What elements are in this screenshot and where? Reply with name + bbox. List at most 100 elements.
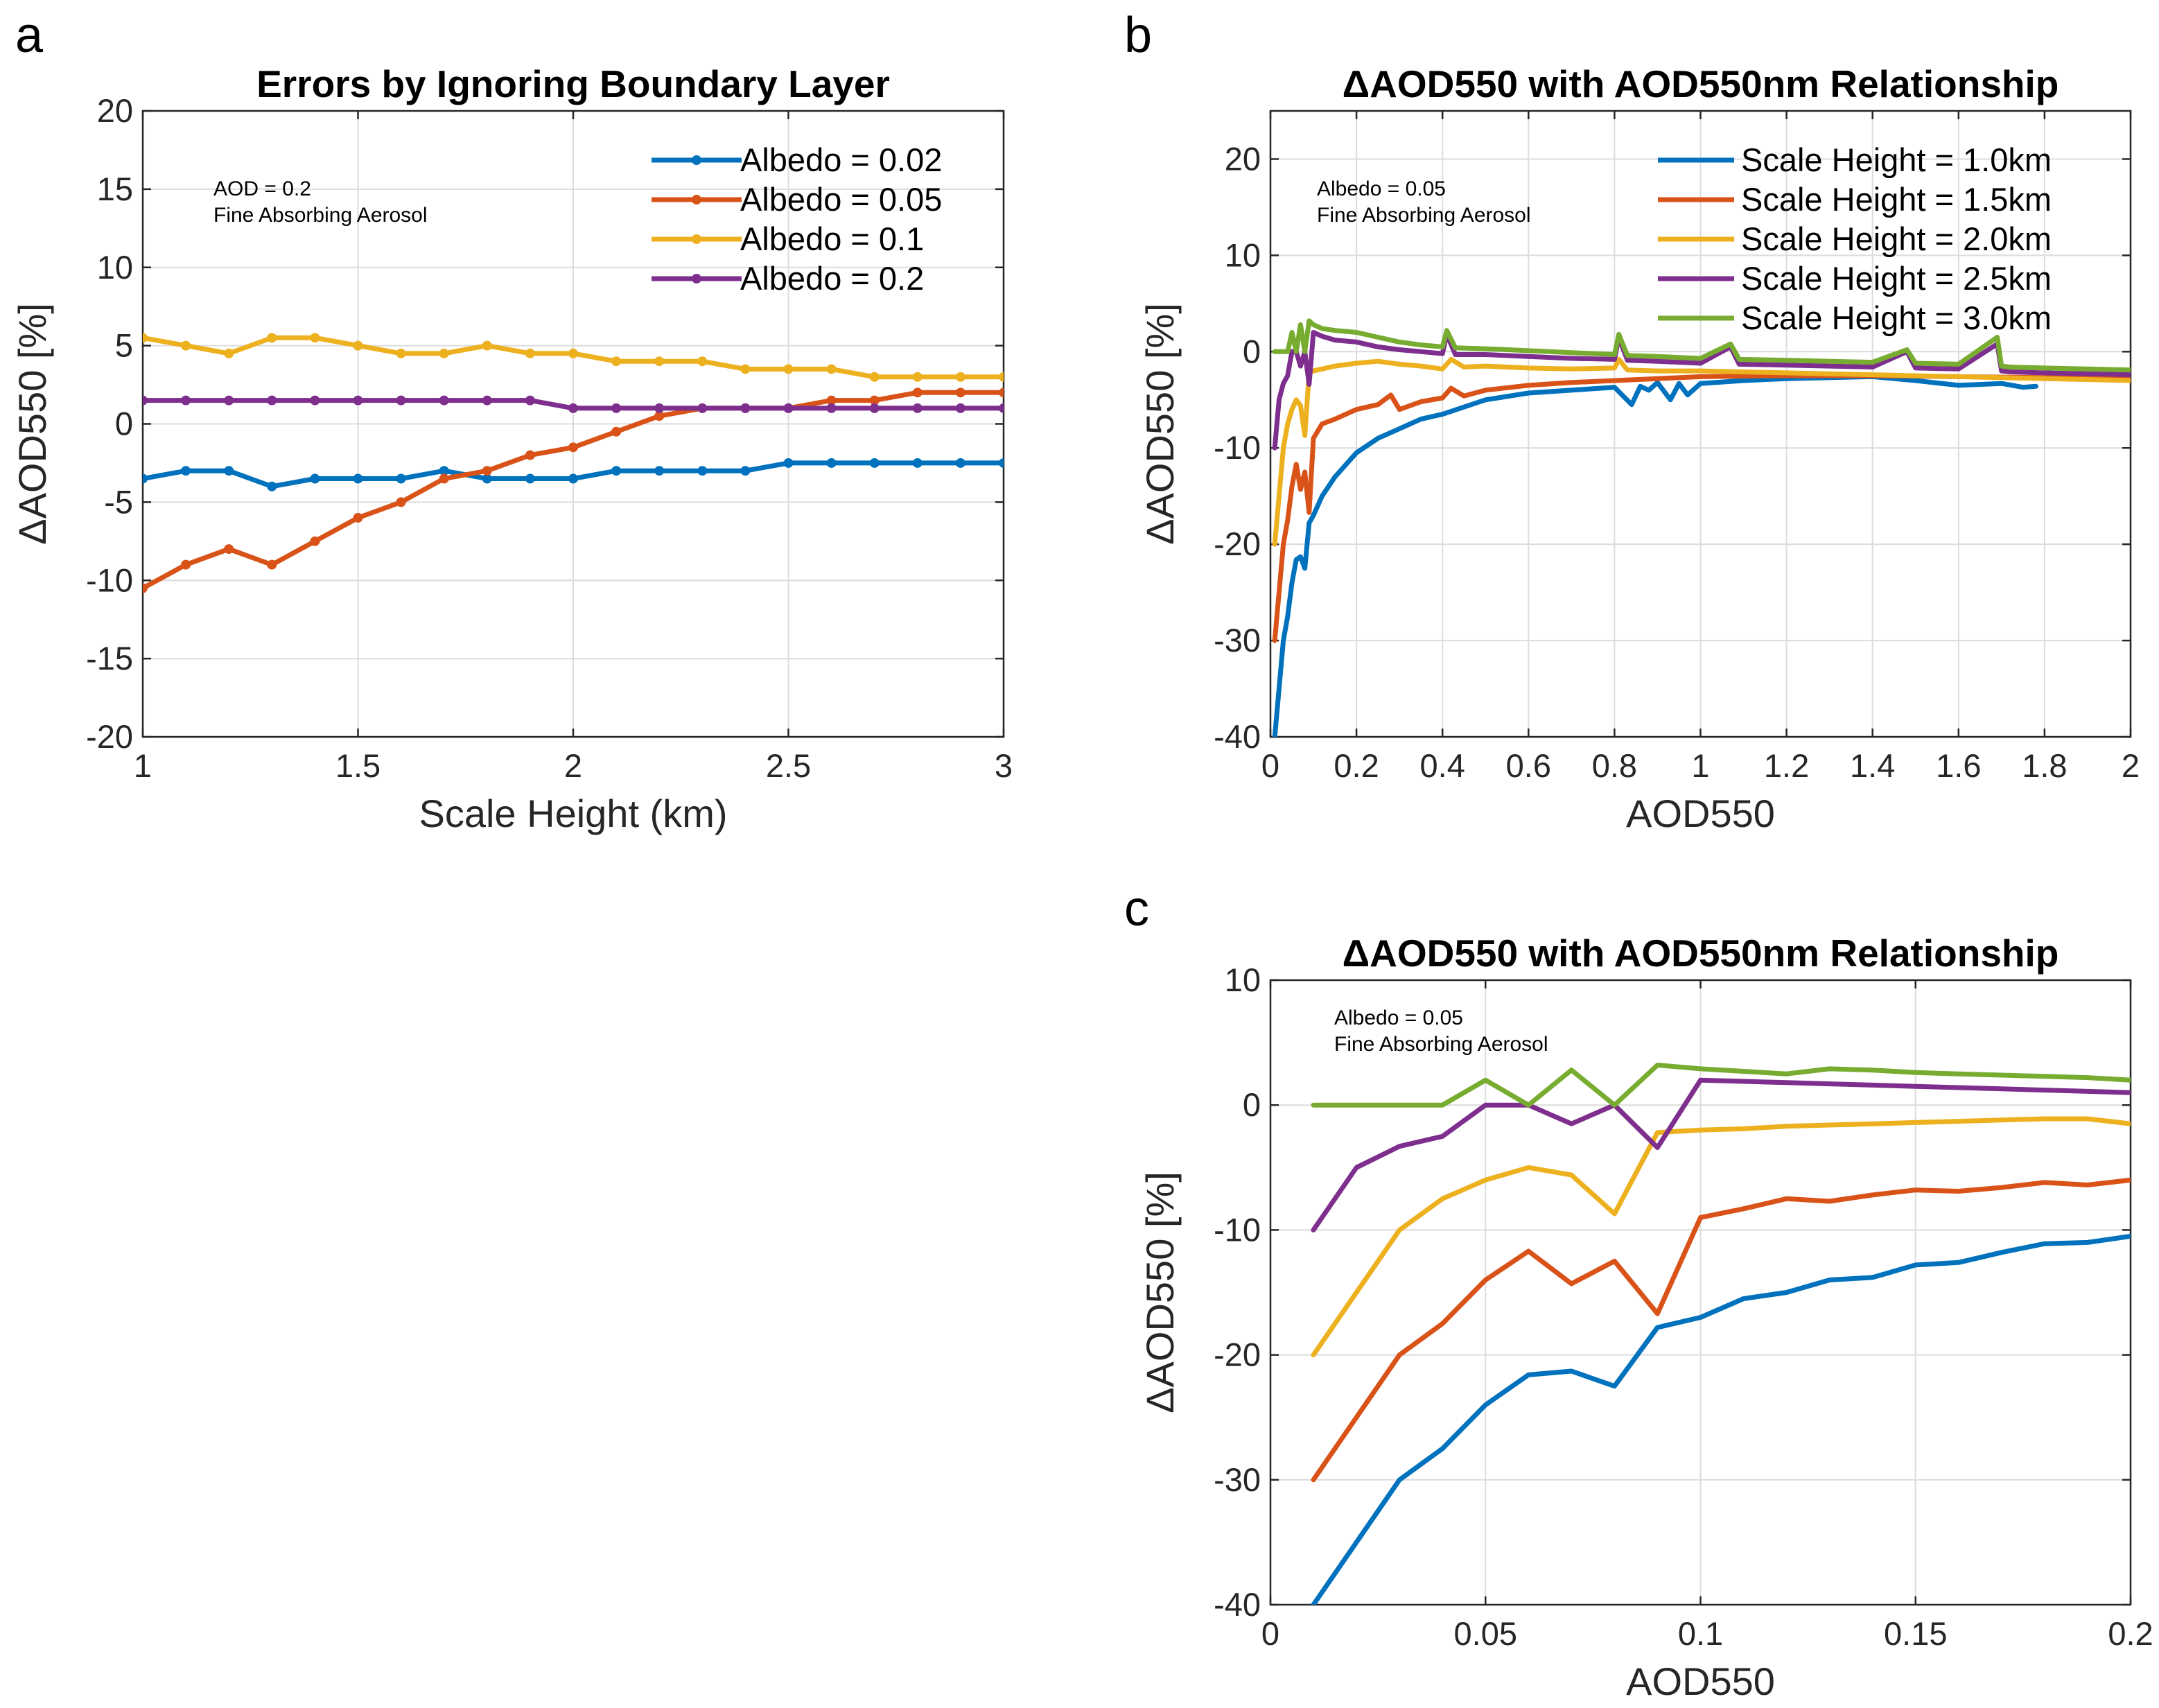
y-tick-label: 0 bbox=[1243, 333, 1261, 369]
y-tick-label: -15 bbox=[86, 640, 133, 677]
panel-letter: c bbox=[1124, 881, 1149, 936]
annotation-text: Fine Absorbing Aerosol bbox=[1317, 204, 1531, 227]
legend-marker bbox=[692, 234, 701, 244]
data-point bbox=[143, 333, 148, 343]
data-point bbox=[525, 348, 535, 358]
annotation-text: AOD = 0.2 bbox=[213, 177, 311, 200]
data-point bbox=[143, 583, 148, 593]
data-point bbox=[396, 497, 406, 507]
y-tick-label: 20 bbox=[97, 92, 133, 129]
data-point bbox=[181, 466, 191, 476]
data-point bbox=[310, 536, 320, 546]
panel-c: c 0 0.05 0.1 0.15 0.2 -40 -30 -20 -10 0 10 ΔAOD550 w… bbox=[1124, 881, 2153, 1703]
data-point bbox=[783, 364, 794, 374]
data-point bbox=[181, 395, 191, 406]
data-point bbox=[267, 481, 277, 491]
x-tick-label: 0 bbox=[1261, 747, 1279, 784]
data-point bbox=[955, 372, 965, 382]
series-group bbox=[1272, 318, 2131, 737]
legend-label: Albedo = 0.05 bbox=[740, 181, 942, 218]
annotation-text: Albedo = 0.05 bbox=[1334, 1007, 1463, 1029]
data-point bbox=[396, 348, 406, 358]
series-line-scale-height-1-0km bbox=[1311, 1233, 2131, 1605]
panel-a: a 1 1.5 2 2.5 3 -20 -15 -10 -5 0 5 10 15 20 Errors by I… bbox=[10, 8, 1013, 835]
y-tick-label: 15 bbox=[97, 171, 133, 207]
data-point bbox=[525, 450, 535, 460]
series-group bbox=[1311, 1063, 2131, 1605]
series-line-scale-height-3-0km bbox=[1311, 1063, 2131, 1108]
data-point bbox=[396, 395, 406, 406]
data-point bbox=[439, 348, 449, 358]
data-point bbox=[267, 395, 277, 406]
data-point bbox=[697, 466, 708, 476]
data-point bbox=[396, 473, 406, 484]
data-point bbox=[310, 333, 320, 343]
chart-title: ΔAOD550 with AOD550nm Relationship bbox=[1343, 932, 2059, 975]
data-point bbox=[439, 473, 449, 484]
data-point bbox=[482, 340, 492, 351]
y-axis-label: ΔAOD550 [%] bbox=[1138, 303, 1182, 545]
legend-label: Scale Height = 2.0km bbox=[1741, 220, 2052, 257]
legend-label: Scale Height = 1.0km bbox=[1741, 141, 2052, 178]
data-point bbox=[869, 395, 880, 406]
data-point bbox=[740, 403, 751, 413]
data-point bbox=[143, 395, 148, 406]
x-tick-label: 3 bbox=[995, 747, 1013, 784]
x-tick-label: 0.15 bbox=[1884, 1615, 1947, 1652]
x-tick-label: 2 bbox=[2122, 747, 2140, 784]
y-tick-label: -20 bbox=[86, 718, 133, 755]
x-tick-label: 1.5 bbox=[335, 747, 381, 784]
series-line-scale-height-2-5km bbox=[1272, 330, 2131, 451]
data-point bbox=[568, 473, 578, 484]
data-point bbox=[482, 395, 492, 406]
data-point bbox=[267, 333, 277, 343]
data-point bbox=[869, 372, 880, 382]
x-tick-label: 0.2 bbox=[2108, 1615, 2153, 1652]
data-point bbox=[955, 387, 965, 398]
data-point bbox=[310, 395, 320, 406]
y-tick-label: -40 bbox=[1214, 1586, 1261, 1623]
y-tick-label: -30 bbox=[1214, 1461, 1261, 1498]
legend-label: Scale Height = 3.0km bbox=[1741, 299, 2052, 336]
data-point bbox=[568, 442, 578, 453]
panel-letter: b bbox=[1124, 8, 1152, 63]
y-tick-label: -30 bbox=[1214, 622, 1261, 659]
data-point bbox=[525, 395, 535, 406]
data-point bbox=[654, 356, 665, 367]
series-line-scale-height-1-5km bbox=[1311, 1177, 2131, 1483]
data-point bbox=[999, 403, 1004, 413]
y-tick-label: 20 bbox=[1225, 140, 1261, 177]
legend-marker bbox=[692, 195, 701, 204]
series-line-scale-height-2-5km bbox=[1311, 1077, 2131, 1232]
data-point bbox=[912, 372, 923, 382]
data-point bbox=[654, 466, 665, 476]
y-axis-label: ΔAOD550 [%] bbox=[1138, 1171, 1182, 1413]
data-point bbox=[181, 340, 191, 351]
x-tick-label: 0.6 bbox=[1506, 747, 1551, 784]
y-tick-label: 10 bbox=[1225, 236, 1261, 273]
y-tick-label: -10 bbox=[1214, 429, 1261, 466]
x-tick-label: 2.5 bbox=[766, 747, 811, 784]
data-point bbox=[826, 458, 837, 468]
x-tick-label: 2 bbox=[564, 747, 582, 784]
data-point bbox=[224, 348, 234, 358]
data-point bbox=[955, 403, 965, 413]
legend-marker bbox=[692, 155, 701, 165]
data-point bbox=[912, 387, 923, 398]
y-tick-label: -20 bbox=[1214, 1336, 1261, 1373]
panel-b: b 0 0.2 0.4 0.6 0.8 1 1.2 1.4 1.6 1.8 2 -40 -30 -20 -10… bbox=[1124, 8, 2140, 835]
data-point bbox=[568, 403, 578, 413]
data-point bbox=[826, 364, 837, 374]
y-tick-label: -40 bbox=[1214, 718, 1261, 755]
x-tick-label: 1.2 bbox=[1764, 747, 1809, 784]
x-axis-label: AOD550 bbox=[1626, 1659, 1775, 1703]
y-tick-label: 5 bbox=[115, 327, 133, 364]
data-point bbox=[912, 458, 923, 468]
x-tick-label: 1.8 bbox=[2022, 747, 2067, 784]
data-point bbox=[310, 473, 320, 484]
data-point bbox=[525, 473, 535, 484]
y-tick-label: 0 bbox=[1243, 1086, 1261, 1123]
